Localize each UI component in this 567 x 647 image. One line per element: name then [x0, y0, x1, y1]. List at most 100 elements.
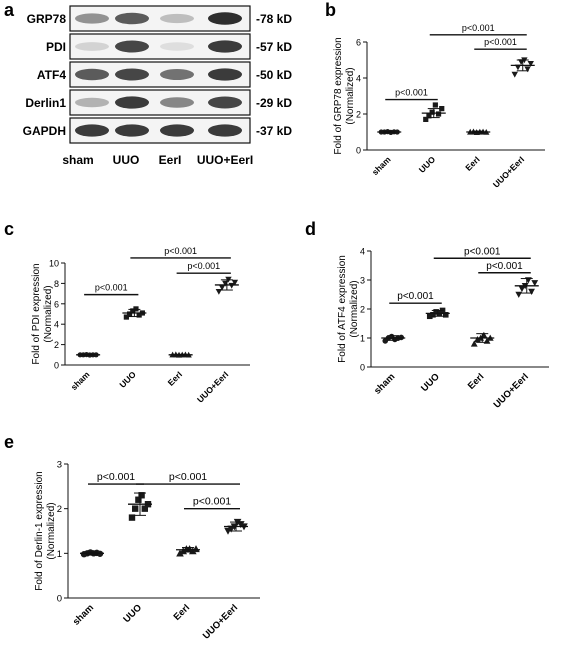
blot-band [75, 13, 109, 24]
y-tick-label: 4 [356, 74, 361, 84]
x-category-label: EerI [466, 371, 486, 391]
data-point [442, 312, 449, 318]
data-point [430, 312, 436, 318]
blot-band [115, 68, 149, 81]
data-point [126, 311, 133, 317]
p-value-label: p<0.001 [486, 261, 523, 272]
x-category-label: UUO [417, 154, 438, 175]
panel-c-pdi-chart: c 0 2 4 6 8 10 Fold of PDI expression (Normalize… [0, 215, 283, 415]
panel-a-western-blot: a GRP78 -78 kD PDI -57 kD ATF4 -50 kD Derlin1 -2… [0, 0, 300, 200]
y-tick-label: 2 [54, 340, 59, 350]
panel-label-c: c [4, 219, 14, 239]
p-value-label: p<0.001 [395, 88, 428, 98]
molecular-weight-label: -50 kD [256, 68, 292, 82]
western-blot-figure: a GRP78 -78 kD PDI -57 kD ATF4 -50 kD Derlin1 -2… [4, 0, 292, 167]
p-value-label: p<0.001 [164, 246, 197, 256]
y-tick-label: 0 [57, 594, 62, 605]
y-axis-label: Fold of PDI expression [31, 263, 42, 364]
blot-band [160, 13, 194, 24]
p-value-label: p<0.001 [484, 37, 517, 47]
y-tick-label: 6 [356, 38, 361, 48]
atf4-scatter-chart: d 0 1 2 3 4 Fold of ATF4 expression (Normalized… [305, 219, 549, 411]
x-category-label: UUO+EerI [195, 369, 230, 404]
data-point [141, 505, 148, 512]
data-point [433, 309, 439, 315]
y-tick-label: 2 [356, 110, 361, 120]
y-tick-label: 4 [54, 320, 59, 330]
y-tick-label: 3 [57, 460, 62, 471]
blot-band [160, 124, 194, 137]
y-axis-label-normalized: (Normalized) [46, 502, 57, 559]
blot-band [208, 96, 242, 109]
lane-label: UUO+EerI [197, 153, 253, 167]
panel-b-grp78-chart: b 0 2 4 6 Fold of GRP78 expression (Normalized… [305, 0, 567, 215]
p-value-label: p<0.001 [187, 261, 220, 271]
p-value-label: p<0.001 [464, 246, 501, 257]
p-value-label: p<0.001 [462, 23, 495, 33]
data-point [524, 66, 531, 73]
derlin1-scatter-chart: e 0 1 2 3 Fold of Derlin-1 expression (Normali… [4, 432, 260, 642]
y-tick-label: 4 [360, 247, 365, 257]
x-category-label: UUO [121, 602, 144, 625]
panel-label-d: d [305, 219, 316, 239]
y-tick-label: 0 [356, 146, 361, 156]
data-point [429, 109, 435, 115]
data-point [515, 291, 523, 298]
y-axis-label-normalized: (Normalized) [349, 280, 360, 337]
data-point [215, 288, 223, 295]
p-value-label: p<0.001 [397, 291, 434, 302]
data-point [518, 285, 526, 293]
blot-band [208, 124, 242, 137]
protein-label: PDI [46, 40, 66, 54]
y-tick-label: 6 [54, 299, 59, 309]
x-category-label: sham [372, 371, 397, 396]
y-tick-label: 8 [54, 279, 59, 289]
data-point [130, 308, 136, 314]
data-point [128, 514, 136, 521]
lane-label: EerI [159, 153, 182, 167]
x-category-label: sham [71, 602, 96, 627]
data-point [123, 314, 129, 320]
blot-band [208, 68, 242, 81]
data-point [218, 284, 226, 291]
blot-band [115, 124, 149, 137]
x-category-label: EerI [463, 154, 481, 172]
panel-label-e: e [4, 432, 14, 452]
y-axis-label: Fold of Derlin-1 expression [34, 471, 45, 591]
p-value-label: p<0.001 [193, 496, 231, 508]
data-point [133, 306, 139, 312]
y-axis-label-normalized: (Normalized) [345, 67, 356, 124]
data-point [237, 521, 245, 529]
data-point [426, 113, 432, 119]
protein-label: GRP78 [27, 12, 67, 26]
blot-band [75, 68, 109, 81]
data-point [470, 340, 478, 347]
x-category-label: UUO+EerI [201, 602, 240, 641]
y-tick-label: 3 [360, 276, 365, 286]
blot-band [115, 12, 149, 25]
data-point [176, 549, 184, 557]
data-point [135, 496, 142, 503]
p-value-label: p<0.001 [169, 471, 207, 483]
panel-label-b: b [325, 0, 336, 20]
y-axis-label-normalized: (Normalized) [43, 285, 54, 342]
x-category-label: EerI [172, 602, 192, 622]
blot-band [208, 40, 242, 53]
data-point [423, 116, 429, 122]
data-point [432, 102, 438, 108]
data-point [435, 111, 442, 117]
data-point [138, 492, 145, 499]
y-axis-label: Fold of ATF4 expression [337, 255, 348, 363]
data-point [136, 312, 142, 318]
blot-band [75, 97, 109, 108]
panel-label-a: a [4, 0, 15, 20]
p-value-label: p<0.001 [95, 283, 128, 293]
y-tick-label: 2 [360, 305, 365, 315]
lane-label: sham [62, 153, 93, 167]
data-point [511, 71, 518, 78]
y-tick-label: 1 [57, 549, 62, 560]
x-category-label: EerI [166, 369, 184, 387]
grp78-scatter-chart: b 0 2 4 6 Fold of GRP78 expression (Normalized… [325, 0, 545, 190]
y-tick-label: 1 [360, 334, 365, 344]
lane-label: UUO [113, 153, 140, 167]
